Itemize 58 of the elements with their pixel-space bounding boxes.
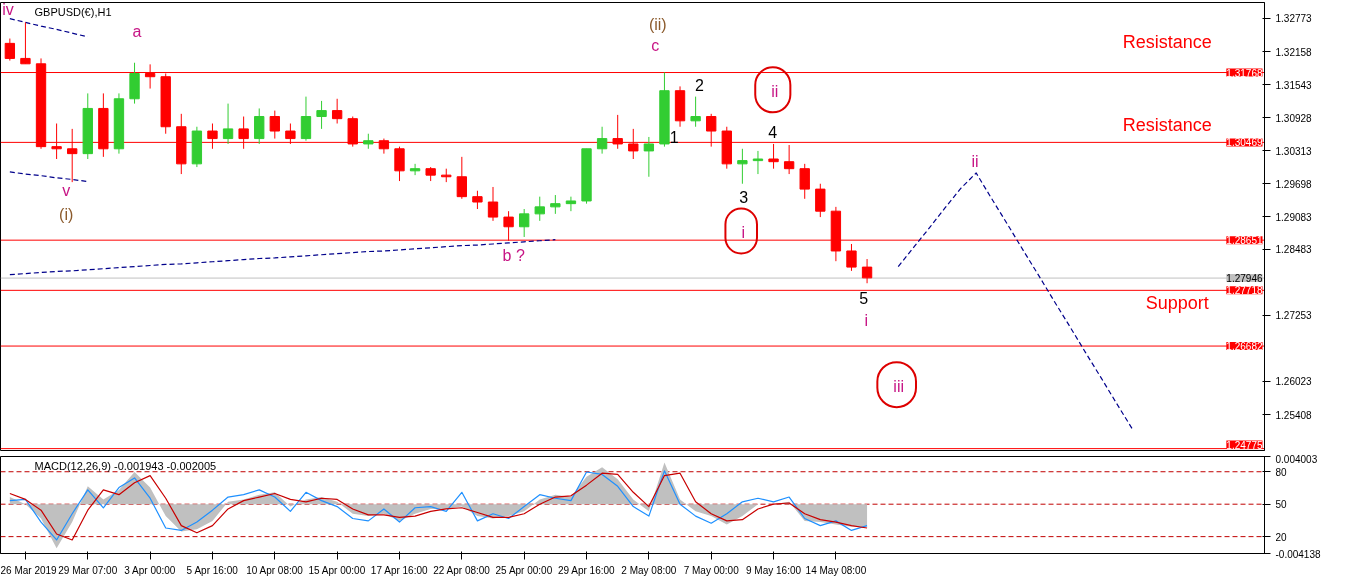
annotation: c bbox=[651, 36, 660, 54]
ref-line-label: 1.26682 bbox=[1226, 341, 1263, 353]
annotation: ii bbox=[971, 153, 979, 171]
ref-line-label: 1.31768 bbox=[1226, 67, 1263, 79]
ref-line-label: 20 bbox=[1275, 531, 1288, 543]
ref-line-label: 50 bbox=[1275, 499, 1288, 511]
annotation: Resistance bbox=[1122, 31, 1212, 52]
annotation: Resistance bbox=[1122, 114, 1212, 135]
x-tick-label: 10 Apr 08:00 bbox=[246, 564, 304, 576]
x-tick-label: 15 Apr 00:00 bbox=[308, 564, 366, 576]
x-tick-label: 25 Apr 00:00 bbox=[495, 564, 553, 576]
y-tick-label: 1.27253 bbox=[1275, 310, 1313, 322]
x-tick-label: 3 Apr 00:00 bbox=[124, 564, 176, 576]
x-tick-label: 5 Apr 16:00 bbox=[186, 564, 239, 576]
y-tick-label: 1.30313 bbox=[1275, 145, 1313, 157]
ref-line-label: 1.24775 bbox=[1226, 439, 1263, 451]
y-tick-label: 1.30928 bbox=[1275, 112, 1313, 124]
x-tick-label: 2 May 08:00 bbox=[621, 564, 677, 576]
annotation: 2 bbox=[695, 77, 705, 95]
annotation: (i) bbox=[59, 205, 74, 223]
annotation: 1 bbox=[669, 128, 679, 146]
annotation: 3 bbox=[739, 189, 749, 207]
annotation: i bbox=[741, 224, 745, 242]
y-tick-label: 1.32158 bbox=[1275, 46, 1313, 58]
annotation: 5 bbox=[859, 290, 869, 308]
annotation: b ? bbox=[502, 247, 525, 265]
x-tick-label: 7 May 00:00 bbox=[683, 564, 740, 576]
x-tick-label: 17 Apr 16:00 bbox=[370, 564, 429, 576]
y-tick-label: -0.004138 bbox=[1275, 548, 1321, 560]
annotation: (ii) bbox=[648, 16, 667, 34]
annotation: a bbox=[132, 23, 142, 41]
annotation: iv bbox=[2, 0, 14, 18]
annotation: iii bbox=[893, 378, 905, 396]
y-tick-label: 1.25408 bbox=[1275, 409, 1313, 421]
x-tick-label: 14 May 08:00 bbox=[805, 564, 867, 576]
y-tick-label: 1.29083 bbox=[1275, 211, 1313, 223]
y-tick-label: 1.29698 bbox=[1275, 178, 1313, 190]
y-tick-label: 1.28483 bbox=[1275, 244, 1313, 256]
x-tick-label: 29 Mar 07:00 bbox=[58, 564, 118, 576]
y-tick-label: 0.004003 bbox=[1275, 453, 1318, 465]
y-tick-label: 1.26023 bbox=[1275, 376, 1313, 388]
annotation: Support bbox=[1145, 292, 1209, 313]
ref-line-label: 1.27946 bbox=[1226, 273, 1263, 285]
x-tick-label: 29 Apr 16:00 bbox=[557, 564, 616, 576]
y-tick-label: 1.31543 bbox=[1275, 79, 1313, 91]
y-tick-label: 1.32773 bbox=[1275, 13, 1313, 25]
ref-line-label: 80 bbox=[1275, 466, 1288, 478]
x-tick-label: 26 Mar 2019 bbox=[0, 564, 58, 576]
annotation: 4 bbox=[768, 124, 778, 142]
chart-title: GBPUSD(€),H1 bbox=[34, 5, 112, 18]
annotation: v bbox=[62, 182, 71, 200]
x-tick-label: 9 May 16:00 bbox=[746, 564, 802, 576]
ref-line-label: 1.28651 bbox=[1226, 235, 1263, 247]
ref-line-label: 1.27718 bbox=[1226, 285, 1263, 297]
ref-line-label: 1.30469 bbox=[1226, 137, 1263, 149]
annotation: ii bbox=[771, 83, 779, 101]
annotation: i bbox=[864, 312, 869, 330]
x-tick-label: 22 Apr 08:00 bbox=[433, 564, 491, 576]
